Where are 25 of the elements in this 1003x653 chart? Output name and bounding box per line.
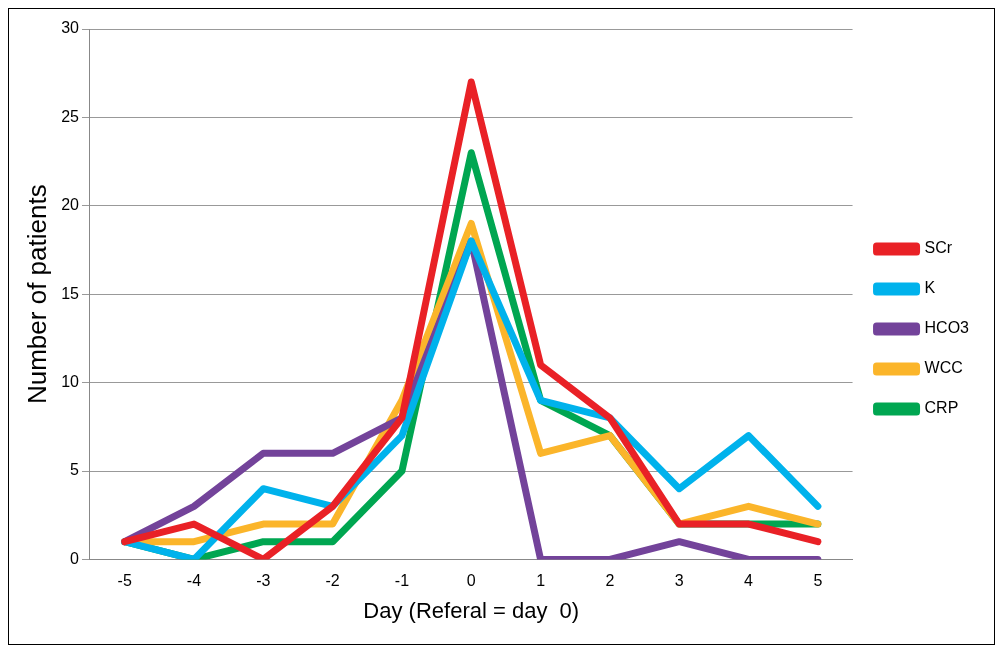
legend-label: CRP	[924, 399, 959, 417]
y-axis-title: Number of patients	[21, 184, 52, 405]
y-tick-label: 5	[70, 461, 80, 479]
y-tick-label: 10	[61, 373, 80, 391]
x-tick-label: -2	[325, 572, 340, 590]
x-tick-label: -3	[256, 572, 271, 590]
x-tick-label: 2	[605, 572, 615, 590]
y-tick-label: 25	[61, 107, 80, 125]
y-tick-label: 20	[61, 196, 80, 214]
x-tick-label: -1	[394, 572, 410, 590]
x-tick-label: 3	[674, 572, 684, 590]
x-tick-label: 5	[813, 572, 823, 590]
x-axis-title: Day (Referal = day 0)	[363, 597, 580, 623]
y-tick-label: 15	[61, 284, 80, 302]
x-tick-label: 4	[744, 572, 754, 590]
y-tick-label: 30	[61, 19, 80, 37]
legend-label: HCO3	[924, 319, 970, 337]
x-tick-label: 1	[536, 572, 546, 590]
x-tick-label: -5	[117, 572, 132, 590]
legend-label: SCr	[924, 239, 953, 257]
y-tick-label: 0	[70, 549, 80, 567]
x-tick-label: 0	[466, 572, 476, 590]
legend-label: K	[924, 279, 936, 297]
legend-label: WCC	[924, 359, 963, 377]
x-tick-label: -4	[186, 572, 202, 590]
